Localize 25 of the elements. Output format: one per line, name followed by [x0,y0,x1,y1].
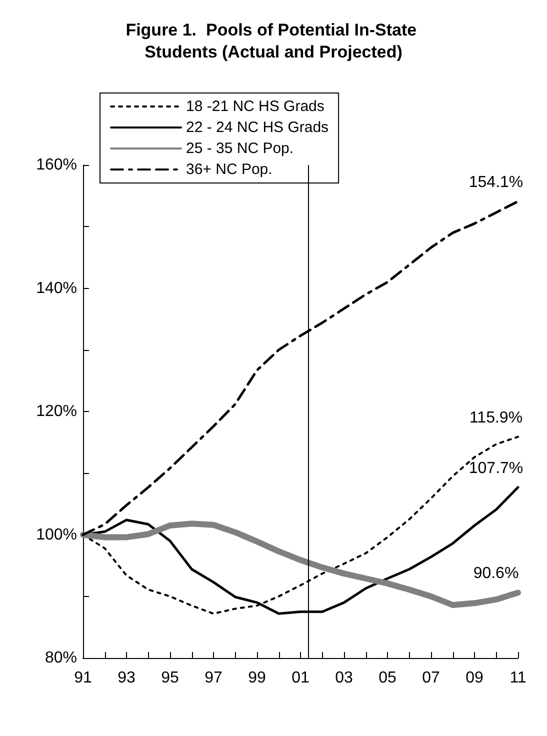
x-tick-label: 09 [466,670,484,686]
y-tick-label: 140% [36,280,77,297]
legend-label: 22 - 24 NC HS Grads [186,119,329,136]
legend-label: 18 -21 NC HS Grads [186,98,324,115]
data-label: 107.7% [468,460,524,477]
x-tick-label: 91 [74,670,92,686]
x-tick-label: 01 [292,670,310,686]
y-tick-label: 100% [36,526,77,544]
x-tick-label: 95 [161,670,179,686]
x-tick-label: 93 [118,670,136,686]
y-tick-label: 80% [44,650,77,666]
data-label: 90.6% [473,565,519,582]
x-tick-label: 99 [248,670,266,686]
x-tick-label: 97 [204,670,222,686]
data-label: 154.1% [468,174,524,191]
x-tick-label: 05 [378,670,396,686]
x-tick-label: 07 [422,670,440,686]
x-tick-label: 11 [510,670,526,686]
legend-label: 36+ NC Pop. [186,161,272,178]
x-tick-label: 03 [335,670,353,686]
data-label: 115.9% [469,409,523,426]
legend-label: 25 - 35 NC Pop. [186,140,294,157]
y-tick-label: 120% [36,403,77,420]
y-tick-label: 160% [36,156,77,174]
chart-title: Figure 1. Pools of Potential In-State Students (Actual and Projected) [126,20,422,62]
